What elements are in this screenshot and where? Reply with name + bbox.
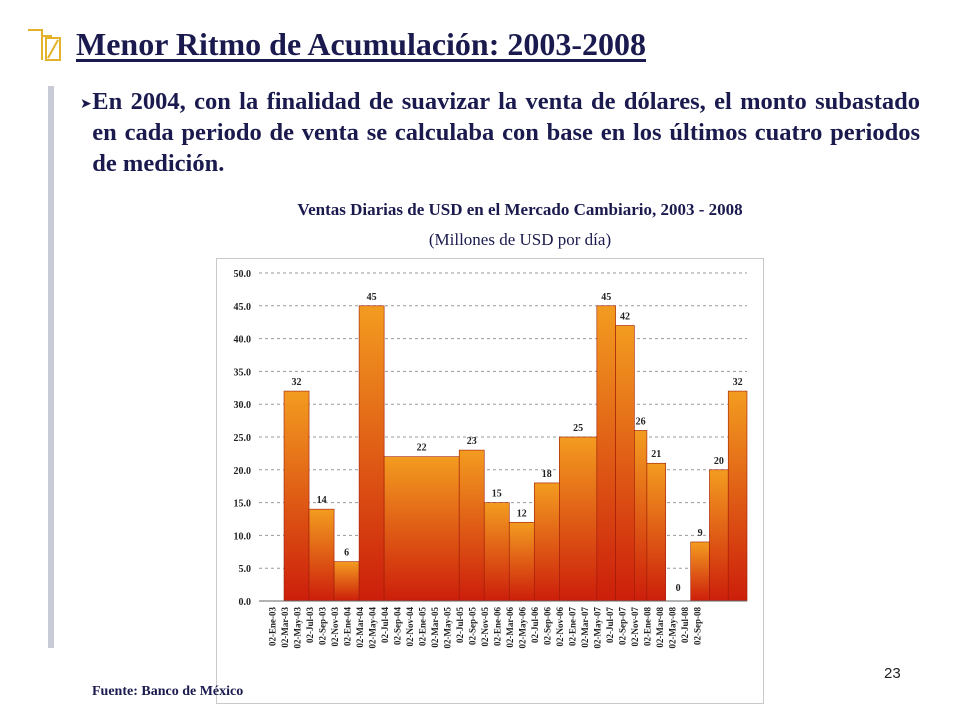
pencil-logo-icon (28, 29, 61, 61)
x-tick-label: 02-May-08 (668, 607, 678, 649)
y-tick-label: 40.0 (234, 335, 252, 346)
y-tick-label: 15.0 (234, 499, 252, 510)
bar (358, 305, 385, 602)
source-note: Fuente: Banco de México (92, 684, 244, 699)
y-tick-label: 0.0 (239, 597, 252, 608)
x-tick-label: 02-May-07 (593, 607, 603, 649)
data-label: 25 (573, 423, 583, 434)
bar (559, 436, 598, 602)
data-label: 15 (492, 489, 502, 500)
x-tick-label: 02-Sep-07 (618, 607, 628, 645)
data-label: 18 (542, 469, 552, 480)
slide-title: Menor Ritmo de Acumulación: 2003-2008 (76, 25, 647, 62)
bar-chart: 0.0 5.0 10.0 15.0 20.0 25.0 30.0 35.0 40.0 45.0 50… (234, 269, 748, 649)
x-tick-label: 02-Sep-03 (317, 607, 327, 645)
x-tick-label: 02-Ene-08 (643, 607, 653, 646)
x-tick-label: 02-Nov-06 (555, 607, 565, 647)
x-tick-label: 02-Ene-03 (267, 607, 277, 646)
bar (690, 541, 710, 602)
x-tick-label: 02-Nov-05 (480, 607, 490, 647)
x-tick-label: 02-May-06 (518, 607, 528, 649)
bar (333, 561, 360, 602)
data-label: 12 (517, 508, 527, 519)
data-label: 32 (292, 377, 302, 388)
data-label: 9 (698, 528, 703, 539)
data-label: 42 (620, 311, 630, 322)
x-tick-label: 02-Jul-07 (605, 607, 615, 644)
y-tick-label: 50.0 (234, 269, 252, 280)
x-tick-label: 02-May-04 (367, 607, 377, 649)
data-label: 45 (601, 292, 611, 303)
y-tick-label: 20.0 (234, 466, 252, 477)
bar (308, 508, 335, 602)
x-tick-label: 02-Sep-04 (392, 607, 402, 645)
x-tick-label: 02-Nov-07 (630, 607, 640, 647)
chart-title: Ventas Diarias de USD en el Mercado Camb… (297, 200, 743, 219)
x-tick-label: 02-Mar-07 (580, 607, 590, 648)
x-tick-label: 02-Jul-04 (380, 607, 390, 644)
bar (283, 390, 310, 602)
bar (383, 456, 460, 602)
y-tick-label: 10.0 (234, 531, 252, 542)
x-tick-label: 02-Jul-03 (305, 607, 315, 644)
x-tick-label: 02-May-03 (292, 607, 302, 649)
x-tick-label: 02-Jul-06 (530, 607, 540, 644)
bar (709, 469, 729, 602)
chart-area: 0.0 5.0 10.0 15.0 20.0 25.0 30.0 35.0 40.0 45.0 50… (216, 258, 764, 704)
y-tick-label: 5.0 (239, 564, 252, 575)
data-label: 20 (714, 456, 724, 467)
arrow-bullet-icon: ➤ (80, 97, 92, 112)
x-tick-label: 02-Mar-05 (430, 607, 440, 648)
x-tick-label: 02-Sep-06 (543, 607, 553, 645)
bar (508, 521, 535, 602)
data-label: 23 (467, 436, 477, 447)
data-label: 32 (733, 377, 743, 388)
y-tick-label: 25.0 (234, 433, 252, 444)
y-tick-label: 30.0 (234, 400, 252, 411)
x-tick-label: 02-Ene-04 (342, 607, 352, 646)
data-label: 26 (636, 416, 646, 427)
x-tick-label: 02-Sep-05 (467, 607, 477, 645)
x-tick-label: 02-May-05 (442, 607, 452, 649)
x-tick-label: 02-Mar-06 (505, 607, 515, 648)
chart-subtitle: (Millones de USD por día) (428, 230, 612, 249)
x-tick-label: 02-Ene-06 (492, 607, 502, 646)
y-tick-label: 35.0 (234, 367, 252, 378)
data-label: 14 (317, 495, 327, 506)
bullet-item: ➤ En 2004, con la finalidad de suavizar … (80, 86, 920, 179)
x-tick-label: 02-Mar-08 (655, 607, 665, 648)
y-tick-label: 45.0 (234, 302, 252, 313)
x-tick-label: 02-Jul-05 (455, 607, 465, 644)
decorative-vertical-bar (48, 86, 54, 648)
x-tick-label: 02-Nov-03 (330, 607, 340, 647)
bar (533, 482, 560, 602)
x-tick-label: 02-Ene-05 (417, 607, 427, 646)
bar (727, 390, 748, 602)
data-label: 21 (651, 449, 661, 460)
data-label: 22 (417, 443, 427, 454)
bar (596, 305, 616, 602)
bar (615, 325, 635, 602)
bar (458, 449, 485, 602)
data-label: 45 (367, 292, 377, 303)
x-tick-label: 02-Jul-08 (680, 607, 690, 644)
slide-title-row: Menor Ritmo de Acumulación: 2003-2008 (22, 24, 646, 64)
bullet-text: En 2004, con la finalidad de suavizar la… (92, 88, 920, 177)
x-tick-label: 02-Ene-07 (568, 607, 578, 646)
x-tick-label: 02-Mar-04 (355, 607, 365, 648)
bar (634, 430, 648, 602)
x-tick-label: 02-Nov-04 (405, 607, 415, 647)
bar (646, 462, 666, 602)
data-label: 6 (344, 548, 349, 559)
bar (483, 502, 510, 602)
x-tick-label: 02-Mar-03 (280, 607, 290, 648)
x-tick-label: 02-Sep-08 (693, 607, 703, 645)
page-number: 23 (884, 665, 901, 682)
data-label: 0 (676, 583, 681, 594)
